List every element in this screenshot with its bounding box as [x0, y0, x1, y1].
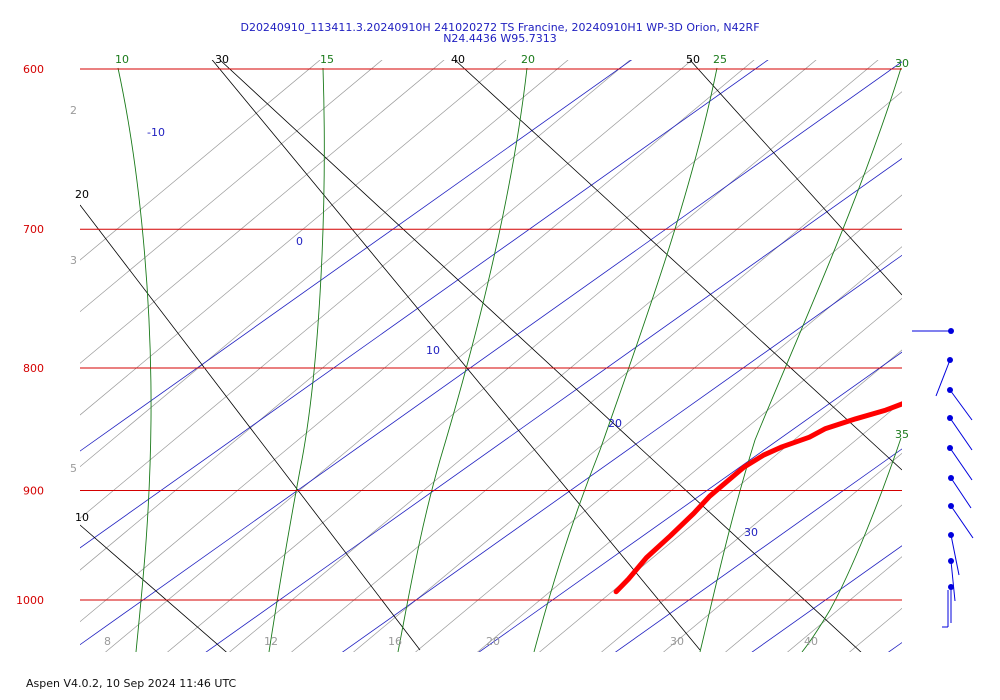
mixing-ratio-label: 3	[70, 254, 77, 267]
mixing-ratio-line	[80, 60, 631, 519]
wind-barb-staff	[950, 534, 960, 576]
isotherm-line	[80, 60, 633, 452]
mixing-ratio-line	[415, 246, 902, 652]
title-line-1: D20240910_113411.3.20240910H 241020272 T…	[240, 21, 760, 34]
moist-adiabat-curve	[117, 67, 152, 652]
wind-barb-staff	[935, 359, 951, 397]
isotherm-label: 10	[426, 344, 440, 357]
mixing-ratio-label: 2	[70, 104, 77, 117]
mixing-ratio-label: 8	[104, 635, 111, 648]
wind-barb-dot	[948, 328, 954, 334]
moist-adiabat-curve	[801, 437, 902, 652]
wind-barb-staff	[950, 477, 972, 509]
moist-adiabat-label: 35	[895, 428, 909, 441]
moist-adiabat-label: 30	[895, 57, 909, 70]
mixing-ratio-line	[80, 60, 693, 571]
dry-adiabat-label: 10	[75, 511, 89, 524]
isotherm-line	[80, 60, 769, 549]
isotherm-label: 30	[744, 526, 758, 539]
mixing-ratio-line	[291, 142, 902, 652]
mixing-ratio-line	[80, 60, 445, 364]
moist-adiabat-curve	[533, 67, 718, 652]
mixing-ratio-line	[105, 60, 817, 652]
moist-adiabat-curve	[397, 67, 528, 652]
wind-barb-staff	[949, 389, 973, 421]
isobar-lines	[80, 68, 902, 601]
mixing-ratio-label: 16	[388, 635, 402, 648]
title-line-2: N24.4436 W95.7313	[443, 32, 557, 45]
isotherm-label: 20	[608, 417, 622, 430]
moist-adiabat-curve	[699, 67, 902, 652]
mixing-ratio-line	[849, 607, 902, 652]
chart-labels: 600 700 800 900 1000 -10 0 10 20 30 10 20 30 40 50 10 15…	[16, 53, 909, 648]
mixing-ratio-line	[725, 504, 902, 652]
isotherm-line	[887, 642, 902, 652]
isotherm-line	[478, 351, 902, 652]
dry-adiabat-line	[454, 60, 902, 471]
isobar-label-1000: 1000	[16, 594, 44, 607]
moist-adiabat-label: 10	[115, 53, 129, 66]
moist-adiabat-curve	[268, 67, 325, 652]
temperature-profile-line	[613, 401, 902, 595]
mixing-ratio-line	[80, 60, 507, 416]
dry-adiabat-line	[80, 524, 227, 652]
isotherm-line	[205, 158, 902, 652]
moist-adiabat-label: 20	[521, 53, 535, 66]
footer-version: Aspen V4.0.2, 10 Sep 2024 11:46 UTC	[26, 677, 237, 690]
mixing-ratio-line	[167, 60, 879, 652]
mixing-ratio-line	[80, 60, 383, 313]
mixing-ratio-line	[787, 556, 902, 652]
wind-barb-staff	[949, 417, 973, 451]
dry-adiabat-label: 40	[451, 53, 465, 66]
dry-adiabat-label: 30	[215, 53, 229, 66]
mixing-ratio-line	[663, 452, 902, 652]
dry-adiabat-line	[689, 60, 902, 296]
temperature-profile	[613, 401, 902, 595]
isobar-label-800: 800	[23, 362, 44, 375]
mixing-ratio-line	[80, 60, 755, 623]
wind-barb-column	[912, 328, 974, 628]
isobar-label-900: 900	[23, 484, 44, 497]
isobar-label-700: 700	[23, 223, 44, 236]
mixing-ratio-line	[229, 91, 902, 652]
mixing-ratio-label: 30	[670, 635, 684, 648]
mixing-ratio-line	[477, 297, 902, 652]
dry-adiabat-line	[211, 60, 701, 651]
isobar-label-600: 600	[23, 63, 44, 76]
wind-barb-staff	[950, 560, 956, 602]
moist-adiabat-label: 25	[713, 53, 727, 66]
dry-adiabat-lines	[80, 60, 902, 652]
mixing-ratio-line	[80, 60, 569, 468]
isotherm-label: 0	[296, 235, 303, 248]
dry-adiabat-line	[80, 204, 421, 651]
mixing-ratio-label: 20	[486, 635, 500, 648]
isotherm-line	[614, 448, 902, 652]
dry-adiabat-label: 20	[75, 188, 89, 201]
moist-adiabat-label: 15	[320, 53, 334, 66]
isotherm-line	[958, 0, 1000, 700]
chart-title: D20240910_113411.3.20240910H 241020272 T…	[0, 22, 1000, 44]
isotherm-line	[751, 545, 902, 652]
mixing-ratio-line	[353, 194, 902, 652]
isotherm-line	[341, 254, 902, 652]
mixing-ratio-line	[854, 0, 1000, 700]
mixing-ratio-label: 40	[804, 635, 818, 648]
dry-adiabat-line	[219, 60, 862, 652]
mixing-ratio-label: 5	[70, 462, 77, 475]
mixing-ratio-line	[601, 401, 902, 652]
wind-barb-staff	[949, 447, 973, 481]
mixing-ratio-line	[916, 0, 1000, 700]
moist-adiabat-lines	[117, 67, 902, 652]
mixing-ratio-line	[80, 60, 321, 261]
mixing-ratio-label: 12	[264, 635, 278, 648]
isotherm-label: -10	[147, 126, 165, 139]
dry-adiabat-label: 50	[686, 53, 700, 66]
wind-barb-staff	[950, 505, 974, 539]
